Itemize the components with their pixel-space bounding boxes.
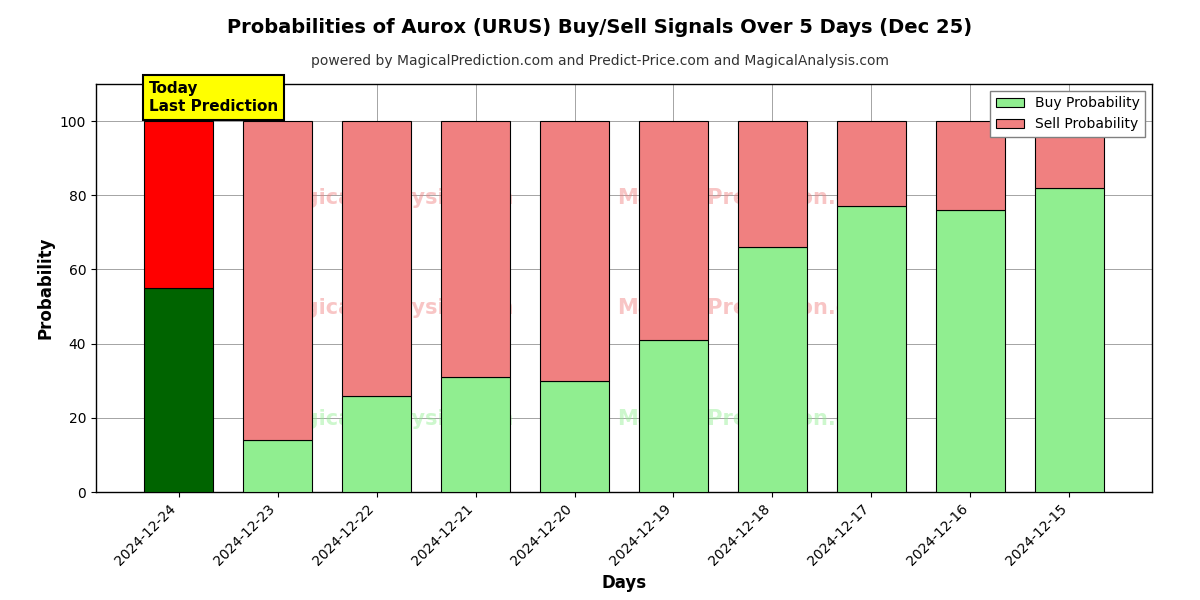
Text: Today
Last Prediction: Today Last Prediction [149, 81, 278, 113]
Text: MagicalPrediction.com: MagicalPrediction.com [617, 298, 884, 319]
Text: MagicalAnalysis.com: MagicalAnalysis.com [270, 188, 514, 208]
Bar [936, 210, 1006, 492]
Text: MagicalPrediction.com: MagicalPrediction.com [617, 188, 884, 208]
Bar [242, 440, 312, 492]
Bar [540, 381, 610, 492]
Bar [836, 206, 906, 492]
Text: powered by MagicalPrediction.com and Predict-Price.com and MagicalAnalysis.com: powered by MagicalPrediction.com and Pre… [311, 54, 889, 68]
X-axis label: Days: Days [601, 574, 647, 592]
Bar [440, 377, 510, 492]
Bar [440, 121, 510, 377]
Bar [936, 121, 1006, 210]
Bar [144, 288, 214, 492]
Bar [738, 247, 808, 492]
Bar [836, 121, 906, 206]
Bar [144, 121, 214, 288]
Text: MagicalPrediction.com: MagicalPrediction.com [617, 409, 884, 428]
Text: MagicalAnalysis.com: MagicalAnalysis.com [270, 409, 514, 428]
Bar [1034, 188, 1104, 492]
Text: Probabilities of Aurox (URUS) Buy/Sell Signals Over 5 Days (Dec 25): Probabilities of Aurox (URUS) Buy/Sell S… [228, 18, 972, 37]
Bar [1034, 121, 1104, 188]
Bar [540, 121, 610, 381]
Bar [242, 121, 312, 440]
Legend: Buy Probability, Sell Probability: Buy Probability, Sell Probability [990, 91, 1145, 137]
Bar [342, 121, 412, 395]
Bar [738, 121, 808, 247]
Bar [638, 121, 708, 340]
Bar [638, 340, 708, 492]
Text: MagicalAnalysis.com: MagicalAnalysis.com [270, 298, 514, 319]
Bar [342, 395, 412, 492]
Y-axis label: Probability: Probability [36, 237, 54, 339]
